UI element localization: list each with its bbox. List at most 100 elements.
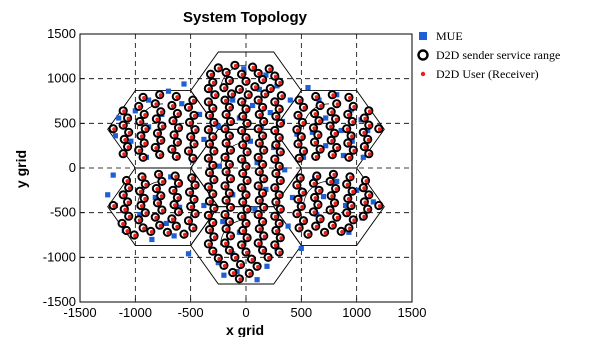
d2d-receiver-point-64 bbox=[207, 156, 212, 161]
d2d-receiver-point-10 bbox=[228, 79, 233, 84]
d2d-receiver-point-279 bbox=[194, 183, 199, 188]
d2d-receiver-point-181 bbox=[335, 146, 340, 151]
d2d-receiver-point-72 bbox=[261, 163, 266, 167]
d2d-receiver-point-91 bbox=[245, 193, 249, 198]
d2d-receiver-point-137 bbox=[267, 255, 272, 260]
d2d-receiver-point-207 bbox=[363, 200, 368, 205]
d2d-receiver-point-117 bbox=[258, 227, 263, 232]
d2d-receiver-point-62 bbox=[262, 148, 267, 153]
d2d-receiver-point-226 bbox=[347, 226, 352, 231]
d2d-receiver-point-305 bbox=[187, 219, 192, 224]
d2d-receiver-point-257 bbox=[156, 131, 161, 136]
d2d-receiver-point-26 bbox=[240, 100, 245, 105]
d2d-receiver-point-36 bbox=[241, 114, 246, 119]
mue-point-48 bbox=[323, 115, 329, 121]
d2d-receiver-point-160 bbox=[334, 117, 339, 122]
d2d-receiver-point-97 bbox=[258, 198, 263, 203]
d2d-receiver-point-63 bbox=[279, 150, 284, 155]
d2d-receiver-point-212 bbox=[350, 204, 355, 209]
d2d-receiver-point-234 bbox=[187, 105, 192, 110]
d2d-receiver-point-95 bbox=[225, 198, 230, 203]
mue-point-83 bbox=[163, 220, 169, 226]
d2d-receiver-point-211 bbox=[333, 201, 338, 206]
d2d-receiver-point-85 bbox=[224, 184, 228, 189]
d2d-receiver-point-106 bbox=[240, 214, 245, 219]
d2d-receiver-point-203 bbox=[297, 197, 301, 202]
d2d-receiver-point-250 bbox=[177, 126, 182, 131]
d2d-receiver-point-101 bbox=[246, 207, 251, 212]
d2d-receiver-point-56 bbox=[241, 143, 246, 148]
mue-point-43 bbox=[254, 277, 260, 283]
d2d-receiver-point-292 bbox=[143, 197, 148, 201]
mue-point-91 bbox=[185, 251, 192, 257]
d2d-receiver-point-246 bbox=[155, 117, 160, 122]
d2d-receiver-point-148 bbox=[302, 105, 307, 110]
d2d-receiver-point-264 bbox=[126, 145, 131, 150]
d2d-receiver-point-89 bbox=[211, 192, 216, 197]
d2d-receiver-point-298 bbox=[139, 204, 144, 209]
d2d-receiver-point-121 bbox=[246, 236, 251, 241]
mue-point-16 bbox=[201, 136, 207, 142]
d2d-receiver-point-125 bbox=[224, 241, 228, 246]
d2d-receiver-point-206 bbox=[346, 197, 351, 201]
d2d-receiver-point-105 bbox=[224, 213, 228, 218]
d2d-receiver-point-98 bbox=[274, 200, 279, 205]
d2d-receiver-point-59 bbox=[212, 149, 217, 154]
d2d-receiver-point-318 bbox=[133, 233, 138, 238]
d2d-receiver-point-231 bbox=[175, 95, 180, 100]
d2d-receiver-point-225 bbox=[331, 223, 336, 228]
d2d-receiver-point-152 bbox=[367, 109, 372, 114]
x-tick-label-0: -1500 bbox=[63, 305, 96, 320]
y-axis-title: y grid bbox=[13, 150, 29, 188]
d2d-receiver-point-78 bbox=[274, 172, 279, 176]
d2d-receiver-point-119 bbox=[212, 235, 217, 240]
x-tick-label-3: 0 bbox=[242, 305, 249, 320]
mue-point-65 bbox=[165, 88, 172, 94]
mue-point-88 bbox=[305, 85, 311, 91]
mue-point-85 bbox=[149, 236, 155, 243]
mue-point-6 bbox=[287, 97, 293, 103]
d2d-receiver-point-32 bbox=[261, 105, 266, 110]
x-axis-title: x grid bbox=[226, 322, 264, 337]
legend-label-mue: MUE bbox=[436, 29, 463, 43]
d2d-receiver-point-68 bbox=[273, 157, 278, 162]
mue-point-90 bbox=[298, 245, 304, 251]
d2d-receiver-point-187 bbox=[347, 155, 352, 160]
mue-point-28 bbox=[289, 194, 296, 201]
d2d-receiver-point-155 bbox=[330, 110, 335, 115]
y-tick-label-1: -1000 bbox=[43, 249, 76, 264]
d2d-receiver-point-249 bbox=[194, 128, 199, 133]
d2d-receiver-point-15 bbox=[222, 86, 227, 91]
legend-marker-sender-ring bbox=[417, 49, 429, 61]
d2d-receiver-point-262 bbox=[159, 138, 164, 143]
d2d-receiver-point-124 bbox=[207, 242, 212, 247]
d2d-receiver-point-146 bbox=[331, 93, 336, 98]
x-tick-label-5: 1000 bbox=[342, 305, 371, 320]
d2d-receiver-point-276 bbox=[157, 172, 162, 177]
d2d-receiver-point-204 bbox=[313, 196, 318, 201]
d2d-receiver-point-130 bbox=[228, 248, 233, 253]
d2d-receiver-point-199 bbox=[318, 188, 322, 193]
d2d-receiver-point-220 bbox=[319, 217, 324, 222]
d2d-receiver-point-53 bbox=[278, 136, 283, 141]
d2d-receiver-point-281 bbox=[160, 180, 165, 184]
d2d-receiver-point-33 bbox=[278, 107, 283, 112]
d2d-receiver-point-243 bbox=[126, 116, 131, 121]
d2d-receiver-point-70 bbox=[228, 163, 233, 167]
d2d-receiver-point-9 bbox=[211, 80, 216, 85]
d2d-receiver-point-96 bbox=[241, 200, 246, 205]
d2d-receiver-point-153 bbox=[297, 113, 301, 118]
d2d-receiver-point-265 bbox=[187, 149, 192, 154]
d2d-receiver-point-74 bbox=[208, 171, 213, 176]
d2d-receiver-point-194 bbox=[312, 181, 317, 186]
d2d-receiver-point-112 bbox=[261, 220, 266, 225]
d2d-receiver-point-135 bbox=[233, 255, 238, 260]
d2d-receiver-point-192 bbox=[364, 179, 369, 184]
mue-point-26 bbox=[263, 186, 269, 192]
d2d-receiver-point-24 bbox=[207, 100, 212, 105]
d2d-receiver-point-274 bbox=[190, 176, 195, 181]
d2d-receiver-point-196 bbox=[345, 182, 350, 187]
mue-point-55 bbox=[360, 154, 366, 160]
d2d-receiver-point-288 bbox=[122, 193, 127, 198]
d2d-receiver-point-233 bbox=[142, 96, 147, 100]
